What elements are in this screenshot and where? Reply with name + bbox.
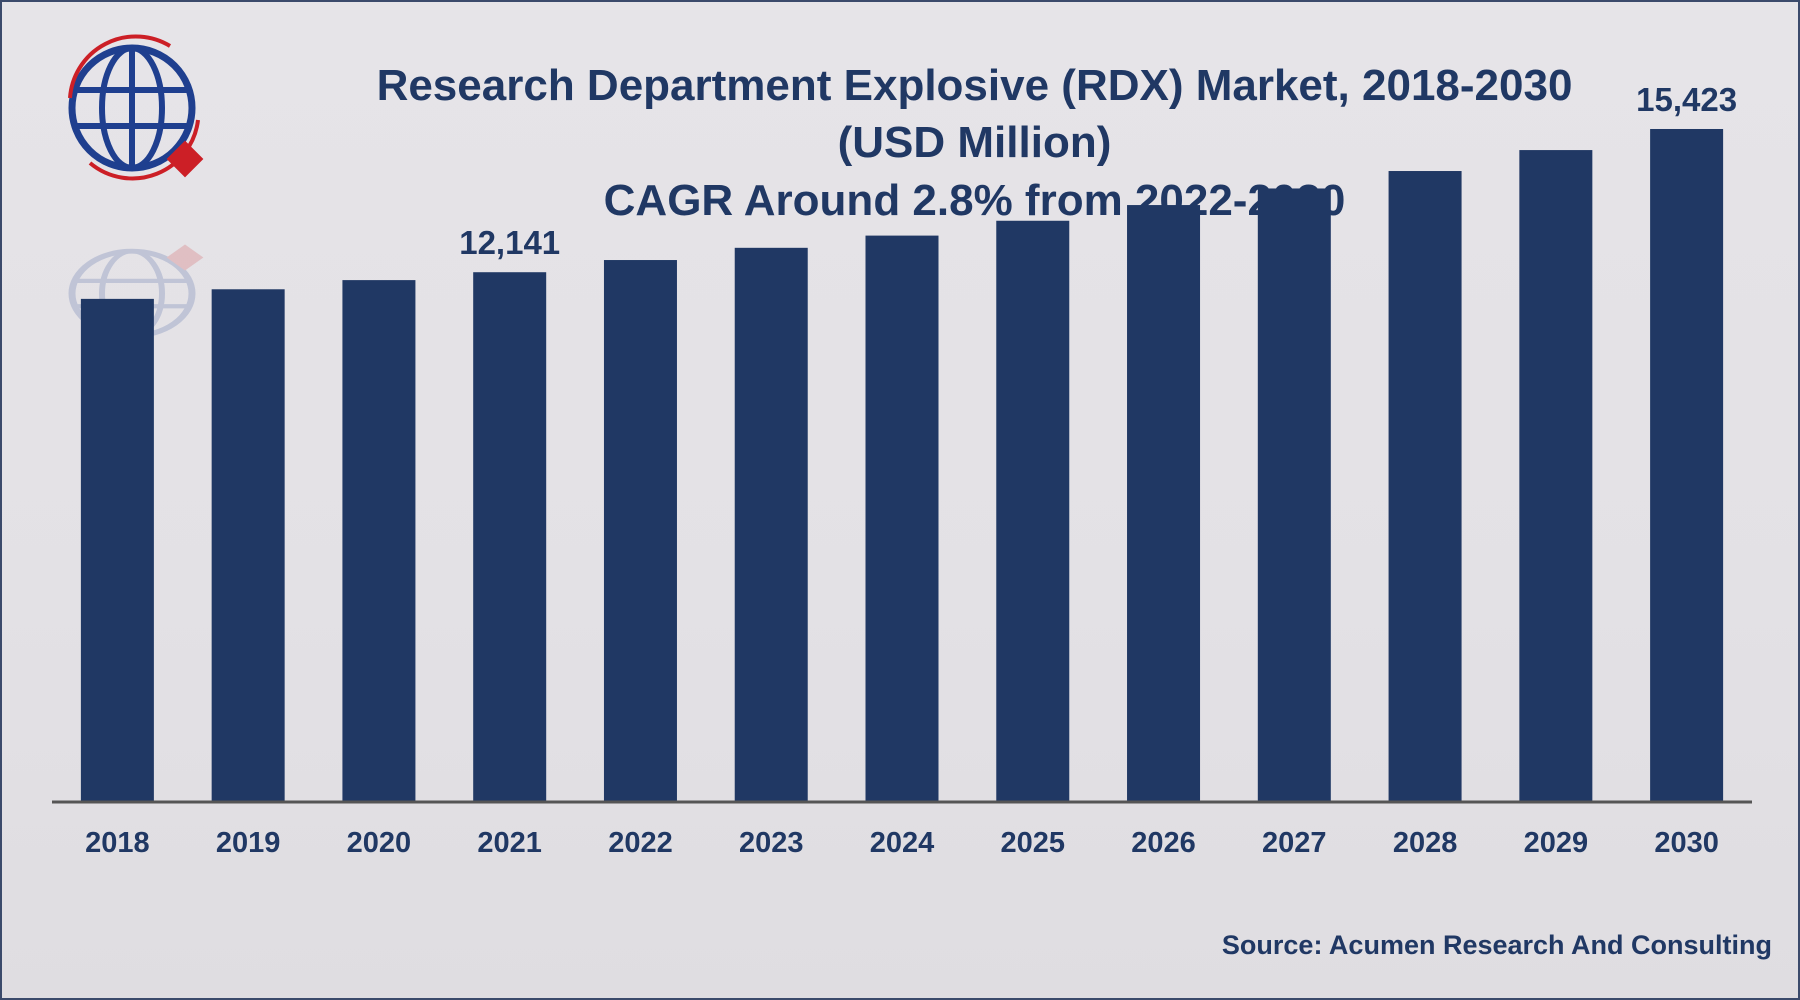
bar-2022 xyxy=(603,260,677,802)
x-tick-label-2022: 2022 xyxy=(608,827,673,859)
x-tick-label-2026: 2026 xyxy=(1131,827,1196,859)
x-tick-label-2020: 2020 xyxy=(347,827,412,859)
x-tick-label-2025: 2025 xyxy=(1001,827,1066,859)
bar-2030 xyxy=(1650,128,1724,803)
bar-2020 xyxy=(342,280,416,802)
data-label-2021: 12,141 xyxy=(459,224,560,261)
x-tick-label-2028: 2028 xyxy=(1393,827,1458,859)
x-tick-label-2024: 2024 xyxy=(870,827,935,859)
chart-title-line-2: (USD Million) xyxy=(837,118,1112,167)
bar-2019 xyxy=(211,289,285,803)
x-tick-label-2030: 2030 xyxy=(1654,827,1719,859)
x-tick-label-2023: 2023 xyxy=(739,827,804,859)
x-tick-label-2027: 2027 xyxy=(1262,827,1327,859)
x-tick-label-2019: 2019 xyxy=(216,827,281,859)
bar-2018 xyxy=(80,298,154,802)
bar-2024 xyxy=(865,235,939,803)
x-tick-label-2018: 2018 xyxy=(85,827,150,859)
data-label-2030: 15,423 xyxy=(1636,81,1737,118)
x-tick-label-2029: 2029 xyxy=(1524,827,1589,859)
bar-2028 xyxy=(1388,171,1462,802)
bar-2021 xyxy=(473,272,547,802)
bar-2026 xyxy=(1127,205,1201,802)
bar-2029 xyxy=(1519,150,1593,802)
globe-logo-icon xyxy=(68,34,204,181)
chart-title-line-3: CAGR Around 2.8% from 2022-2030 xyxy=(603,176,1346,225)
bar-2025 xyxy=(996,220,1070,802)
bar-2027 xyxy=(1257,188,1331,803)
chart-title-line-1: Research Department Explosive (RDX) Mark… xyxy=(376,61,1573,110)
source-note: Source: Acumen Research And Consulting xyxy=(1221,930,1772,960)
x-tick-label-2021: 2021 xyxy=(477,827,542,859)
bar-2023 xyxy=(734,247,808,802)
